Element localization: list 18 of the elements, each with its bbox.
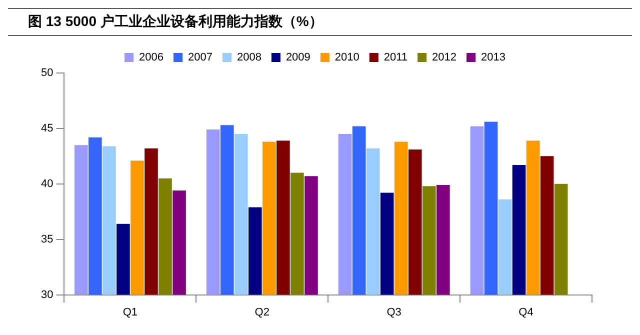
x-tick-label: Q1 [122,306,138,318]
y-tick-label: 45 [40,122,54,134]
y-tick-label: 35 [40,233,54,246]
legend-label: 2006 [139,52,164,64]
legend-label: 2007 [188,52,212,64]
legend-label: 2012 [432,52,457,64]
legend-label: 2011 [384,52,408,64]
x-tick-label: Q3 [386,306,402,318]
x-tick-label: Q2 [254,306,270,318]
chart-title: 图 13 5000 户工业企业设备利用能力指数（%） [8,8,632,36]
y-tick-label: 30 [40,288,54,301]
legend-label: 2009 [286,52,310,64]
legend-label: 2008 [236,52,262,64]
legend-label: 2010 [334,52,360,64]
legend-label: 2013 [481,52,506,64]
y-tick-label: 40 [40,178,54,190]
y-tick-label: 50 [40,67,54,80]
x-tick-label: Q4 [518,306,534,318]
